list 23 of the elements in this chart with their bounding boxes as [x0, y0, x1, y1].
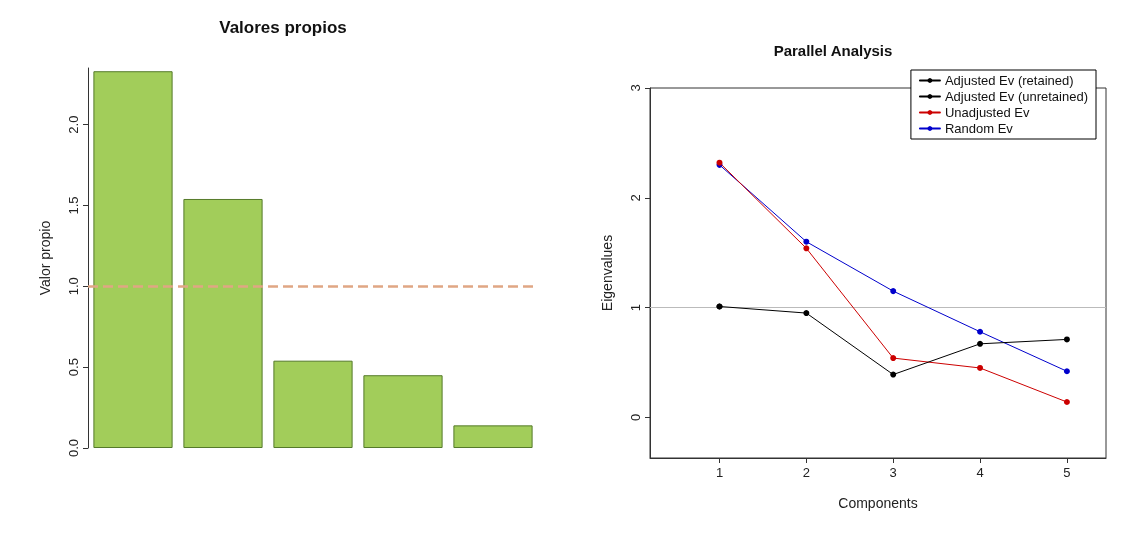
- y-tick-label: 1: [628, 303, 643, 312]
- chart-title: Valores propios: [219, 18, 347, 37]
- y-tick-label: 0.0: [66, 438, 81, 458]
- x-axis-title: Components: [838, 495, 918, 511]
- y-tick-label: 0: [628, 413, 643, 421]
- y-tick-label: 2.0: [66, 115, 81, 134]
- y-tick-label: 0.5: [66, 358, 81, 377]
- x-tick-label: 4: [976, 465, 984, 480]
- x-tick-label: 3: [889, 465, 897, 480]
- y-axis-title: Eigenvalues: [599, 234, 615, 312]
- y-axis-title: Valor propio: [37, 220, 53, 296]
- x-tick-label: 2: [802, 465, 810, 480]
- y-tick-label: 1.0: [66, 277, 81, 296]
- y-tick-label: 3: [628, 84, 643, 92]
- chart-title: Parallel Analysis: [773, 42, 893, 59]
- y-tick-label: 2: [628, 194, 643, 202]
- legend-label: Random Ev: [944, 121, 1014, 136]
- x-tick-label: 5: [1063, 465, 1071, 480]
- x-tick-label: 1: [715, 465, 724, 480]
- legend-label: Unadjusted Ev: [944, 105, 1030, 120]
- y-tick-label: 1.5: [66, 196, 81, 215]
- legend-label: Adjusted Ev (unretained): [944, 89, 1089, 104]
- legend-label: Adjusted Ev (retained): [944, 73, 1074, 88]
